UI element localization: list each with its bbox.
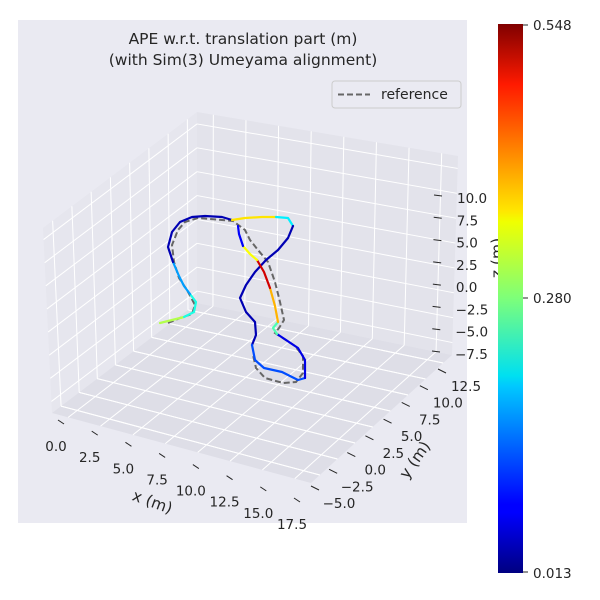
y-tick-label: 7.5 [419, 412, 440, 428]
grid-line [148, 148, 153, 338]
trajectory-segment [182, 292, 198, 319]
trajectory-segment [158, 315, 186, 325]
grid-line [60, 405, 320, 476]
trajectory-segment [275, 332, 307, 380]
colorbar-gradient [498, 24, 523, 573]
y-tick-label: 10.0 [433, 396, 463, 412]
left-pane [43, 112, 197, 413]
grid-line [129, 162, 135, 352]
grid-line [187, 309, 444, 364]
grid-line [308, 131, 312, 326]
z-tick-label: 2.5 [456, 258, 477, 274]
grid-line [196, 123, 458, 169]
colorbar-mid-label: 0.280 [533, 291, 572, 307]
grid-line [71, 206, 80, 393]
z-tick-label: −7.5 [455, 347, 488, 363]
x-tick-label: 0.0 [45, 439, 66, 455]
colorbar-max-label: 0.548 [533, 18, 572, 34]
grid-line [100, 312, 246, 427]
grid-line [196, 218, 455, 269]
chart-title-line2: (with Sim(3) Umeyama alignment) [109, 51, 378, 69]
grid-line [435, 153, 443, 352]
grid-line [196, 266, 454, 319]
chart-title-line1: APE w.r.t. translation part (m) [129, 30, 358, 48]
grid-line [196, 171, 457, 219]
trajectory-segment [241, 244, 259, 262]
x-tick-label: 7.5 [146, 472, 167, 488]
grid-line [43, 123, 198, 240]
grid-line [196, 242, 454, 294]
trajectory-segment [250, 343, 307, 382]
trajectory-segment [238, 224, 295, 347]
grid-line [115, 364, 373, 428]
grid-line [90, 191, 98, 379]
trajectory-segment [274, 215, 295, 228]
grid-line [151, 336, 409, 396]
trajectory-segment [166, 214, 234, 264]
legend: reference [331, 80, 462, 109]
y-tick-label: 2.5 [383, 446, 404, 462]
grid-line [196, 195, 456, 244]
grid-line [45, 171, 198, 287]
x-tick-label: 17.5 [277, 517, 307, 533]
axis-ticks: 0.02.55.07.510.012.515.017.5−5.0−2.50.02… [45, 191, 488, 533]
z-tick-label: 7.5 [457, 213, 478, 229]
x-tick-label: 15.0 [243, 506, 273, 522]
grid-line [403, 147, 410, 346]
y-tick-label: 12.5 [451, 379, 481, 395]
estimated-trajectory [158, 214, 307, 382]
grid-line [67, 305, 214, 418]
z-tick-label: 0.0 [456, 280, 477, 296]
grid-line [197, 331, 341, 453]
x-tick-label: 10.0 [176, 484, 206, 500]
y-tick-label: 0.0 [365, 463, 386, 479]
grid-line [339, 136, 345, 333]
grid-line [371, 142, 377, 339]
grid-line [294, 351, 437, 479]
grid-line [169, 323, 426, 380]
colorbar-min-label: 0.013 [533, 566, 572, 582]
grid-line [186, 119, 189, 310]
y-tick-label: 5.0 [401, 429, 422, 445]
grid-line [244, 120, 247, 313]
back-pane [197, 112, 458, 355]
grid-line [44, 147, 198, 264]
grid-line [47, 219, 198, 333]
grid-line [109, 177, 116, 365]
grid-line [46, 195, 198, 310]
grid-line [51, 290, 198, 402]
x-tick-label: 2.5 [79, 450, 100, 466]
grid-line [167, 133, 171, 324]
grid-line [132, 318, 278, 436]
z-tick-label: 10.0 [457, 191, 487, 207]
grid-line [52, 220, 62, 407]
trajectory-segment [230, 215, 278, 222]
trajectory-segment [236, 224, 245, 248]
trajectory-segment [255, 258, 272, 290]
trajectory-segment [268, 286, 280, 324]
legend-reference-label: reference [381, 87, 448, 103]
y-tick-label: −5.0 [323, 496, 356, 512]
pane-grid [43, 114, 458, 479]
grid-line [196, 147, 457, 194]
z-tick-label: −5.0 [455, 325, 488, 341]
x-tick-label: 5.0 [113, 461, 134, 477]
grid-line [50, 266, 198, 379]
trajectory-segment [271, 320, 280, 336]
colorbar: 0.548 0.280 0.013 [498, 18, 572, 582]
grid-line [229, 338, 373, 462]
grid-line [97, 378, 356, 444]
z-tick-label: 5.0 [456, 236, 477, 252]
grid-line [79, 391, 338, 460]
x-tick-label: 12.5 [210, 495, 240, 511]
trajectory-segment [171, 260, 192, 296]
grid-line [133, 350, 391, 412]
floor-pane [52, 303, 452, 483]
y-tick-label: −2.5 [341, 479, 374, 495]
z-tick-label: −2.5 [456, 302, 489, 318]
grid-line [262, 344, 405, 471]
reference-trajectory-line [167, 216, 304, 385]
grid-line [164, 325, 309, 445]
